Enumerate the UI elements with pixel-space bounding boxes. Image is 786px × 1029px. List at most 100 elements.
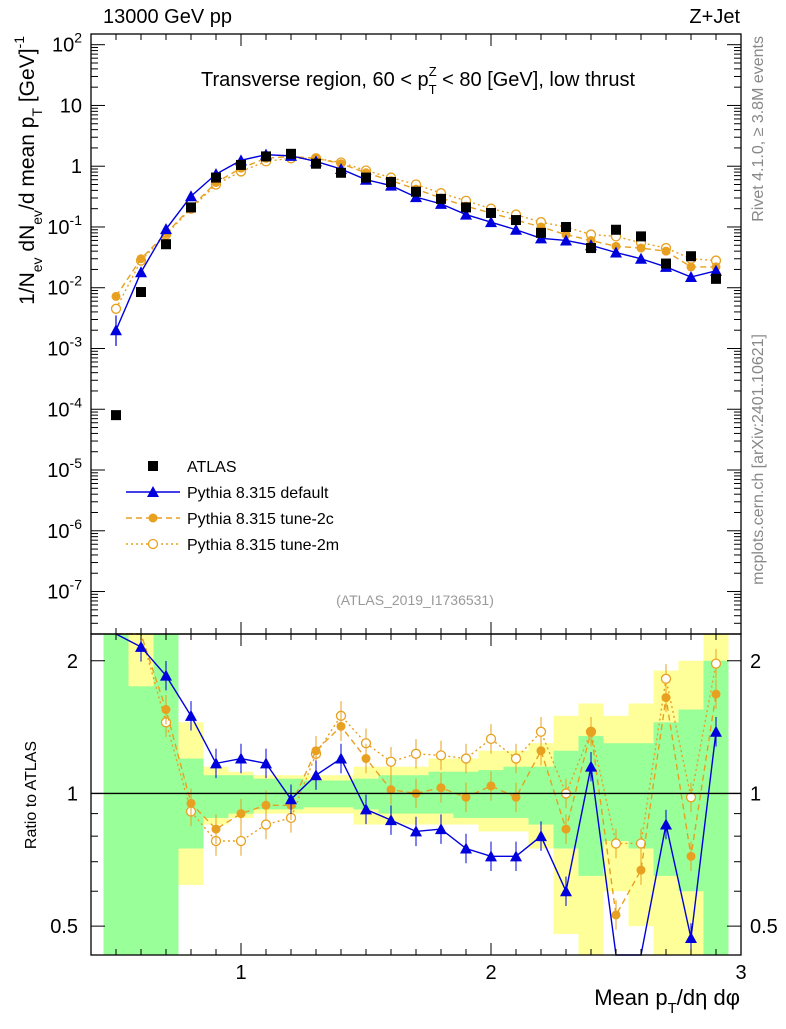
ratio-point-pythia-8-315-tune-2c	[336, 721, 346, 731]
main-y-axis-label: 1/Nev dNev/d mean pT [GeV]-1	[11, 36, 45, 305]
ratio-point-pythia-8-315-tune-2c	[461, 792, 471, 802]
point-atlas	[136, 287, 146, 298]
y-tick-label: 10-7	[47, 577, 82, 604]
ratio-point-pythia-8-315-default	[410, 825, 422, 837]
point-atlas	[686, 251, 696, 262]
ratio-y-tick-label: 1	[67, 783, 78, 805]
legend-marker-pythia-8-315-default	[147, 486, 159, 497]
x-tick-label: 2	[485, 962, 496, 984]
band-green-rect	[653, 722, 679, 876]
ratio-point-pythia-8-315-tune-2m	[685, 792, 697, 803]
ratio-point-pythia-8-315-tune-2m	[485, 733, 497, 745]
point-atlas	[336, 167, 346, 178]
y-tick-label: 10-3	[47, 333, 82, 360]
point-pythia-8-315-default	[510, 223, 522, 235]
ratio-point-pythia-8-315-default	[360, 803, 372, 815]
legend-label-pythia-8-315-default: Pythia 8.315 default	[187, 485, 329, 502]
ratio-point-pythia-8-315-default	[585, 760, 597, 772]
ratio-point-pythia-8-315-default	[510, 850, 522, 862]
ratio-point-pythia-8-315-tune-2m	[660, 673, 672, 684]
ratio-y-axis-label: Ratio to ATLAS	[23, 741, 40, 849]
ratio-point-pythia-8-315-default	[535, 830, 547, 842]
ratio-point-pythia-8-315-tune-2c	[536, 746, 546, 756]
y-tick-label: 10-4	[47, 394, 82, 421]
ratio-y-tick-label-right: 0.5	[750, 916, 778, 938]
point-atlas	[536, 227, 546, 238]
point-atlas	[361, 172, 371, 183]
point-atlas	[711, 273, 721, 284]
mcplots-reference-text: mcplots.cern.ch [arXiv:2401.10621]	[750, 334, 767, 585]
ratio-point-pythia-8-315-default	[285, 793, 297, 805]
ratio-point-pythia-8-315-tune-2c	[611, 910, 621, 920]
point-pythia-8-315-default	[685, 271, 697, 283]
ratio-point-pythia-8-315-tune-2c	[236, 809, 246, 819]
ratio-point-pythia-8-315-tune-2m	[260, 819, 272, 830]
axes: 1 2 3 10-7 10-6 10-5 10-4 10-3 10-2 10-1 1 10 102 0.5…	[11, 30, 778, 1017]
ratio-point-pythia-8-315-tune-2c	[361, 754, 371, 764]
point-pythia-8-315-tune-2c	[661, 246, 671, 256]
point-pythia-8-315-tune-2m	[110, 303, 122, 314]
point-atlas	[111, 410, 121, 421]
ratio-point-pythia-8-315-tune-2m	[510, 753, 522, 764]
ratio-point-pythia-8-315-tune-2m	[710, 658, 722, 669]
header-left: 13000 GeV pp	[103, 6, 232, 28]
ratio-point-pythia-8-315-tune-2m	[610, 838, 622, 849]
point-pythia-8-315-default	[610, 246, 622, 258]
ratio-point-pythia-8-315-default	[560, 885, 572, 897]
band-green-rect	[203, 775, 229, 818]
point-pythia-8-315-default	[185, 190, 197, 202]
ratio-point-pythia-8-315-tune-2c	[561, 824, 571, 834]
x-axis-label: Mean pT/dη dφ	[594, 985, 740, 1017]
ratio-point-pythia-8-315-default	[235, 752, 247, 764]
point-atlas	[561, 221, 571, 232]
ratio-y-tick-label-right: 1	[750, 783, 761, 805]
ratio-point-pythia-8-315-tune-2m	[535, 726, 547, 737]
ratio-point-pythia-8-315-tune-2m	[410, 748, 422, 759]
band-green-rect	[128, 686, 154, 955]
point-pythia-8-315-default	[460, 208, 472, 220]
ratio-point-pythia-8-315-default	[435, 823, 447, 835]
point-pythia-8-315-default	[710, 264, 722, 276]
legend-label-atlas: ATLAS	[187, 459, 237, 476]
point-atlas	[511, 215, 521, 226]
legend-marker-pythia-8-315-tune-2c	[148, 513, 158, 523]
y-tick-label: 10-2	[47, 273, 82, 300]
ratio-point-pythia-8-315-tune-2m	[235, 835, 247, 847]
point-pythia-8-315-tune-2c	[136, 254, 146, 264]
point-pythia-8-315-default	[635, 252, 647, 264]
ratio-point-pythia-8-315-tune-2c	[311, 746, 321, 756]
y-tick-label: 10-6	[47, 516, 82, 543]
ratio-point-pythia-8-315-tune-2m	[385, 756, 397, 767]
point-atlas	[461, 202, 471, 213]
ratio-point-pythia-8-315-tune-2c	[211, 824, 221, 834]
ratio-point-pythia-8-315-default	[385, 814, 397, 826]
point-pythia-8-315-tune-2c	[686, 262, 696, 272]
point-pythia-8-315-tune-2c	[636, 243, 646, 253]
y-tick-label: 10	[60, 95, 82, 117]
ratio-point-pythia-8-315-tune-2c	[161, 705, 171, 715]
point-atlas	[311, 158, 321, 169]
ratio-point-pythia-8-315-tune-2m	[460, 753, 472, 764]
y-tick-label: 1	[71, 156, 82, 178]
band-green-rect	[103, 634, 129, 955]
point-pythia-8-315-default	[485, 216, 497, 228]
y-tick-label: 10-1	[47, 212, 82, 239]
chart-title: Transverse region, 60 < pZ T < 80 [GeV], …	[201, 64, 635, 97]
ratio-point-pythia-8-315-default	[185, 709, 197, 721]
ratio-point-pythia-8-315-default	[710, 725, 722, 737]
ratio-point-pythia-8-315-tune-2m	[435, 750, 447, 761]
header-right: Z+Jet	[689, 6, 740, 28]
legend-label-pythia-8-315-tune-2m: Pythia 8.315 tune-2m	[187, 537, 339, 554]
point-atlas	[186, 202, 196, 213]
legend-label-pythia-8-315-tune-2c: Pythia 8.315 tune-2c	[187, 511, 334, 528]
ratio-y-tick-label: 0.5	[50, 916, 78, 938]
legend-marker-atlas	[148, 461, 158, 471]
point-atlas	[586, 243, 596, 254]
ratio-point-pythia-8-315-default	[310, 769, 322, 781]
ratio-point-pythia-8-315-default	[485, 850, 497, 862]
point-pythia-8-315-tune-2c	[111, 291, 121, 301]
ratio-y-tick-label-right: 2	[750, 651, 761, 673]
ratio-point-pythia-8-315-default	[135, 640, 147, 652]
